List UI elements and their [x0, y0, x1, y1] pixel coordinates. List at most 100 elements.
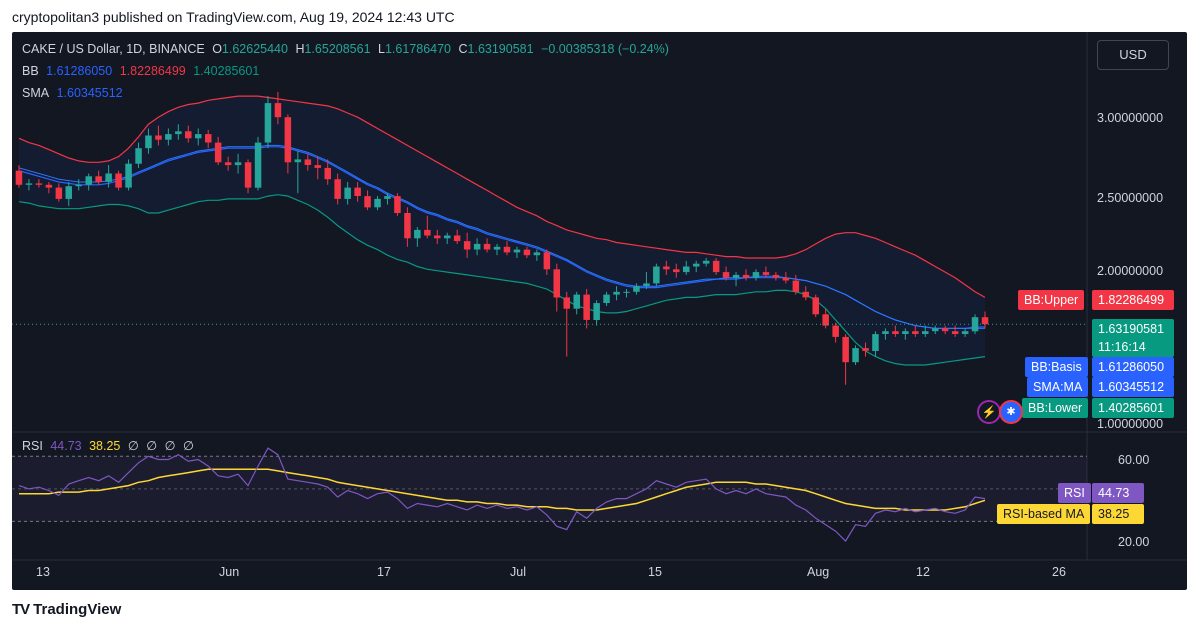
price-tag-value: 1.63190581	[1092, 319, 1174, 339]
bb-lower-value: 1.40285601	[193, 64, 260, 78]
bb-label: BB	[22, 64, 39, 78]
candle-body	[902, 331, 909, 334]
rsi-extra-1: ∅	[127, 439, 139, 453]
open-value: 1.62625440	[221, 42, 288, 56]
candle-body	[145, 135, 152, 149]
candle-body	[105, 173, 112, 182]
countdown-tag: 11:16:14	[1092, 337, 1174, 357]
price-axis-label: 2.00000000	[1097, 264, 1164, 278]
candle-body	[205, 134, 212, 143]
candle-body	[404, 213, 411, 239]
candle-body	[782, 277, 790, 281]
bb-basis-tag-value: 1.61286050	[1092, 357, 1174, 377]
candle-body	[961, 331, 969, 334]
rsi-axis-label: 60.00	[1118, 453, 1150, 467]
chart-canvas[interactable]	[12, 32, 1187, 590]
us-flag-icon[interactable]: ✱	[999, 400, 1023, 424]
candle-body	[503, 246, 511, 253]
candle-body	[573, 294, 580, 309]
candle-body	[563, 297, 570, 309]
close-value: 1.63190581	[467, 42, 534, 56]
candle-body	[55, 187, 63, 199]
candle-body	[742, 274, 750, 278]
time-axis-label: 13	[36, 565, 50, 579]
candle-body	[583, 294, 590, 320]
bb-legend[interactable]: BB 1.61286050 1.82286499 1.40285601	[22, 64, 263, 78]
candle-body	[424, 229, 431, 236]
candle-body	[772, 274, 780, 278]
candle-body	[882, 331, 889, 334]
lightning-icon[interactable]: ⚡	[977, 400, 1001, 424]
candle-body	[384, 196, 391, 199]
candle-body	[25, 183, 33, 185]
candle-body	[752, 272, 760, 278]
candle-body	[533, 252, 541, 256]
candle-body	[165, 134, 172, 140]
footer-brand: TradingView	[33, 601, 122, 618]
candle-body	[872, 334, 879, 351]
candle-body	[155, 135, 162, 140]
candle-body	[444, 235, 451, 239]
chart-frame[interactable]: CAKE / US Dollar, 1D, BINANCE O1.6262544…	[12, 32, 1187, 590]
candle-body	[553, 269, 560, 298]
bb-basis-tag-label: BB:Basis	[1025, 357, 1088, 377]
candle-body	[941, 328, 949, 332]
candle-body	[264, 103, 272, 143]
candle-body	[673, 269, 680, 273]
high-label: H	[295, 42, 305, 56]
open-label: O	[212, 42, 222, 56]
candle-body	[802, 291, 809, 298]
rsi-extra-3: ∅	[164, 439, 176, 453]
candle-body	[374, 198, 381, 208]
rsi-ma-tag-label: RSI-based MA	[997, 504, 1091, 524]
candle-body	[334, 179, 341, 199]
candle-body	[693, 263, 700, 267]
candle-body	[414, 229, 421, 239]
candle-body	[15, 170, 23, 185]
candle-body	[762, 272, 770, 275]
symbol-legend: CAKE / US Dollar, 1D, BINANCE O1.6262544…	[22, 42, 673, 56]
sma-tag-label: SMA:MA	[1027, 377, 1089, 397]
rsi-tag-value: 44.73	[1092, 483, 1144, 503]
rsi-line	[18, 447, 986, 542]
price-axis-label: 2.50000000	[1097, 191, 1164, 205]
candle-body	[115, 173, 122, 188]
sma-tag-value: 1.60345512	[1092, 377, 1174, 397]
candle-body	[633, 286, 640, 292]
candle-body	[344, 187, 351, 199]
bb-basis-value: 1.61286050	[46, 64, 113, 78]
candle-body	[613, 291, 620, 295]
time-axis-label: 12	[916, 565, 930, 579]
candle-body	[284, 117, 292, 163]
close-label: C	[458, 42, 468, 56]
candle-body	[434, 235, 441, 239]
tradingview-logo[interactable]: TV TradingView	[12, 601, 121, 618]
candle-body	[892, 331, 899, 334]
bb-lower-tag-label: BB:Lower	[1022, 398, 1089, 418]
candle-body	[852, 348, 859, 363]
candle-body	[463, 241, 471, 250]
currency-button[interactable]: USD	[1097, 40, 1169, 70]
rsi-legend[interactable]: RSI 44.73 38.25 ∅ ∅ ∅ ∅	[22, 438, 198, 453]
candle-body	[35, 183, 43, 185]
publish-banner: cryptopolitan3 published on TradingView.…	[12, 9, 455, 25]
candle-body	[483, 243, 491, 250]
price-axis-label: 1.00000000	[1097, 417, 1164, 431]
candle-body	[951, 331, 959, 334]
low-label: L	[378, 42, 385, 56]
candle-body	[712, 260, 720, 273]
candle-body	[394, 196, 401, 213]
sma-legend[interactable]: SMA 1.60345512	[22, 86, 127, 100]
candle-body	[971, 317, 979, 332]
candle-body	[643, 283, 650, 287]
candle-body	[932, 328, 939, 332]
candle-body	[792, 280, 800, 292]
candle-body	[981, 317, 989, 325]
candle-body	[294, 159, 302, 163]
bb-upper-line	[18, 95, 986, 298]
candle-body	[593, 303, 600, 320]
candle-body	[513, 249, 521, 253]
candle-body	[653, 266, 660, 284]
time-axis-label: Jun	[219, 565, 240, 579]
rsi-ma-tag-value: 38.25	[1092, 504, 1144, 524]
